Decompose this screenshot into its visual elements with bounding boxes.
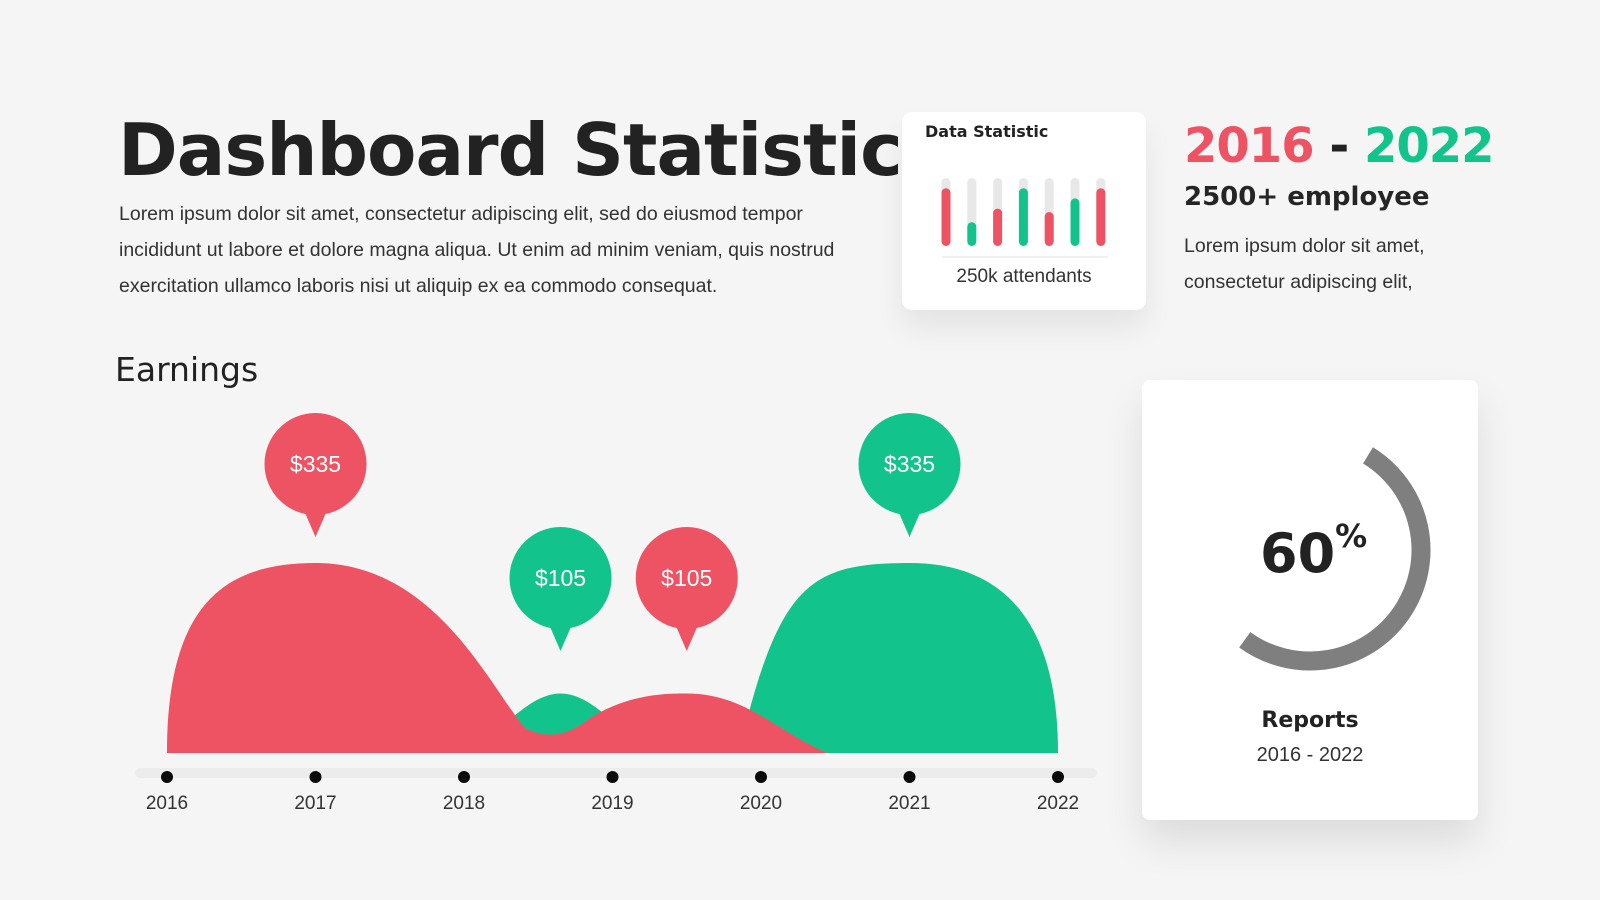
summary-text: Lorem ipsum dolor sit amet, consectetur … (1184, 235, 1425, 293)
reports-card: 60% Reports 2016 - 2022 (1142, 380, 1478, 820)
employee-count: 2500+ employee (1184, 182, 1430, 212)
earnings-pin-label: $105 (661, 565, 712, 591)
reports-range: 2016 - 2022 (1256, 744, 1364, 766)
earnings-title: Earnings (115, 350, 259, 389)
stat-bar (967, 222, 977, 246)
earnings-axis-label: 2016 (146, 793, 188, 814)
data-statistic-bar-chart (941, 178, 1108, 258)
data-statistic-card: Data Statistic 250k attendants (902, 112, 1146, 310)
stat-bar (993, 208, 1003, 246)
earnings-axis-label: 2018 (443, 793, 485, 814)
earnings-axis-dot (309, 771, 322, 783)
earnings-pin (509, 527, 612, 629)
range-separator: - (1329, 118, 1349, 174)
stat-bar (1070, 198, 1080, 246)
earnings-axis-dot (458, 771, 470, 783)
year-range: 2016 - 2022 (1184, 118, 1495, 174)
stat-bar (1018, 188, 1028, 246)
earnings-axis-label: 2022 (1037, 793, 1079, 814)
gauge-arc (1239, 447, 1431, 671)
earnings-pin-pointer (896, 507, 923, 537)
earnings-axis-label: 2020 (740, 793, 782, 814)
earnings-pin (858, 413, 961, 515)
earnings-axis-dot (755, 771, 767, 783)
earnings-pin-pointer (302, 507, 329, 537)
earnings-pin (264, 413, 367, 515)
range-start-year: 2016 (1184, 118, 1315, 174)
earnings-axis-label: 2019 (591, 793, 633, 814)
reports-label: Reports (1261, 708, 1359, 733)
earnings-axis-dot (606, 771, 619, 783)
earnings-pin-label: $335 (884, 451, 935, 477)
page-title: Dashboard Statistic (118, 108, 903, 192)
intro-text: Lorem ipsum dolor sit amet, consectetur … (119, 203, 835, 297)
earnings-pin-label: $335 (290, 451, 341, 477)
gauge-value: 60% (1260, 517, 1367, 585)
earnings-pin-pointer (673, 621, 700, 651)
earnings-axis-dot (1052, 771, 1064, 783)
earnings-area-green-large (738, 563, 1058, 753)
earnings-pin (635, 527, 738, 629)
earnings-pin-label: $105 (535, 565, 586, 591)
earnings-axis-label: 2017 (294, 793, 336, 814)
reports-gauge (1239, 447, 1431, 671)
earnings-area-red (167, 563, 828, 753)
stat-bar (1044, 212, 1054, 246)
earnings-axis-dot (903, 771, 916, 783)
gauge-number: 60 (1260, 522, 1336, 585)
earnings-chart: 2016 2017 2018 2019 2020 2021 2022 $335 $105 $105… (135, 413, 1097, 814)
earnings-axis-label: 2021 (888, 793, 930, 814)
earnings-axis-dot (161, 771, 173, 783)
attendants-caption: 250k attendants (956, 266, 1092, 287)
data-statistic-title: Data Statistic (925, 122, 1049, 141)
gauge-unit: % (1335, 517, 1368, 555)
range-end-year: 2022 (1363, 118, 1495, 174)
stat-bar (941, 188, 951, 246)
earnings-pin-pointer (547, 621, 574, 651)
stat-bar (1096, 188, 1106, 246)
